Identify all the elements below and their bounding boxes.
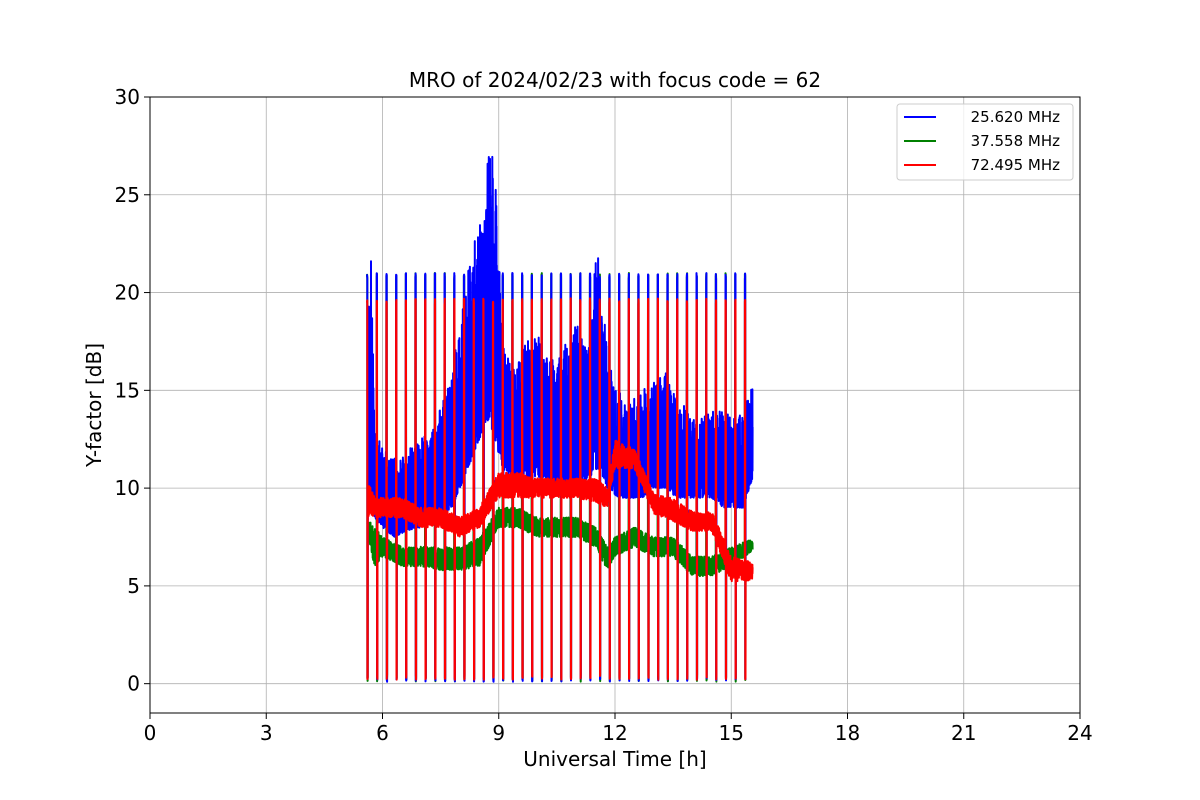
y-tick-label: 15 [115,378,140,402]
x-tick-label: 24 [1067,721,1092,745]
y-tick-label: 10 [115,476,140,500]
x-tick-label: 18 [835,721,860,745]
x-tick-label: 21 [951,721,976,745]
x-tick-label: 12 [602,721,627,745]
series-line-3 [366,297,754,681]
y-axis-title: Y-factor [dB] [82,343,106,468]
x-tick-label: 9 [492,721,505,745]
x-tick-label: 6 [376,721,389,745]
legend-label-1: 25.620 MHz [971,108,1060,126]
x-axis-title: Universal Time [h] [523,747,706,771]
legend-label-3: 72.495 MHz [971,156,1060,174]
plot-series [366,155,754,683]
y-tick-label: 25 [115,183,140,207]
y-tick-label: 20 [115,281,140,305]
axis-ticks: 0 3 6 9 12 15 18 21 24 0 5 10 15 20 25 30 [115,85,1093,745]
x-tick-label: 0 [144,721,157,745]
x-tick-label: 3 [260,721,273,745]
chart-title: MRO of 2024/02/23 with focus code = 62 [409,68,821,92]
x-tick-label: 15 [719,721,744,745]
y-tick-label: 0 [127,672,140,696]
y-tick-label: 5 [127,574,140,598]
legend-label-2: 37.558 MHz [971,132,1060,150]
legend-box [896,103,1074,181]
legend: 25.620 MHz 37.558 MHz 72.495 MHz [896,103,1074,181]
y-tick-label: 30 [115,85,140,109]
